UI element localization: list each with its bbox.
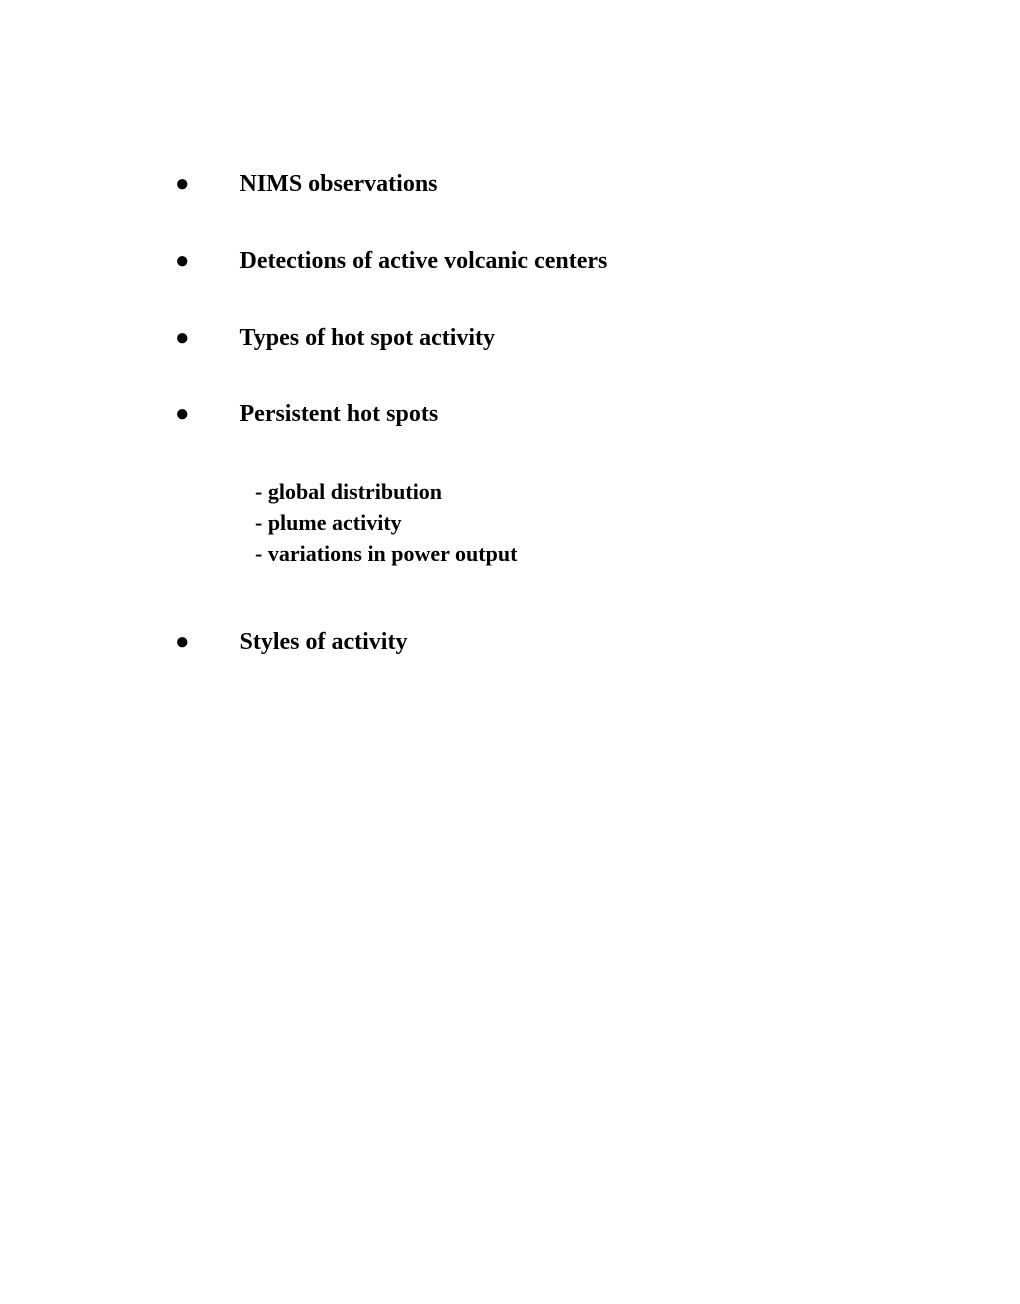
bullet-text: Styles of activity [240,628,408,657]
document-content: ● NIMS observations ● Detections of acti… [175,170,1020,656]
sub-items-list: - global distribution - plume activity -… [255,477,1020,569]
bullet-text: Types of hot spot activity [240,324,496,353]
bullet-item: ● Detections of active volcanic centers [175,247,1020,276]
bullet-marker: ● [175,628,190,657]
bullet-marker: ● [175,170,190,199]
bullet-text: NIMS observations [240,170,438,199]
sub-item: - plume activity [255,508,1020,539]
bullet-marker: ● [175,247,190,276]
bullet-item: ● Styles of activity [175,628,1020,657]
bullet-text: Persistent hot spots [240,400,439,429]
sub-item: - variations in power output [255,539,1020,570]
bullet-item: ● Types of hot spot activity [175,324,1020,353]
bullet-marker: ● [175,324,190,353]
bullet-text: Detections of active volcanic centers [240,247,608,276]
bullet-item: ● NIMS observations [175,170,1020,199]
bullet-item: ● Persistent hot spots [175,400,1020,429]
bullet-marker: ● [175,400,190,429]
sub-item: - global distribution [255,477,1020,508]
